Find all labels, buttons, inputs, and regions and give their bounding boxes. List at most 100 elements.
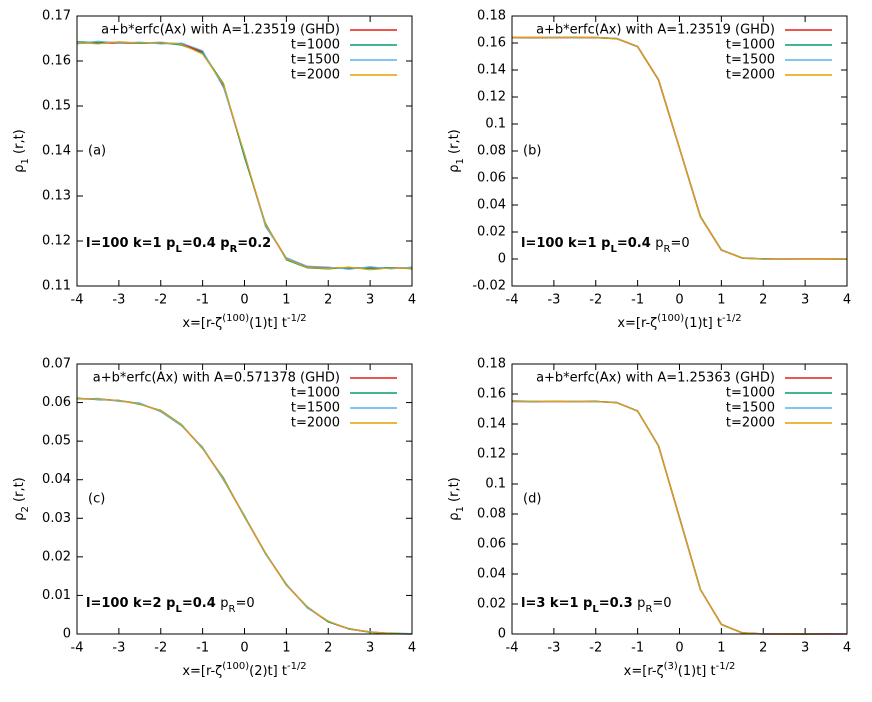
x-tick-label: 2 [759,293,767,308]
annotation-run: l=100 k=1 p [86,235,175,250]
annotation-run: R [645,603,652,614]
x-axis-label-run: (100) [657,313,684,324]
plot-border [76,15,413,287]
x-axis-label: x=[r-ζ(100)(1)t] t-1/2 [617,313,741,331]
legend-label: t=2000 [726,68,775,83]
legend-label: a+b*erfc(Ax) with A=1.23519 (GHD) [536,23,775,38]
legend-label: t=2000 [291,68,340,83]
x-tick-label: -4 [506,293,519,308]
x-tick-label: -2 [154,293,167,308]
x-axis-label-run: x=[r-ζ [182,316,222,331]
x-tick-label: 4 [408,641,416,656]
plot-border [511,363,848,635]
y-axis-label: ρ1 (r,t) [447,129,466,173]
annotation-run: L [175,243,182,254]
y-tick-label: 0.04 [477,198,506,213]
x-tick-label: -3 [547,641,560,656]
annotation-run: =0.3 [599,595,637,610]
y-axis-label-run: 1 [455,158,466,164]
y-tick-label: 0.14 [42,144,71,159]
x-tick-label: -4 [506,641,519,656]
y-tick-label: 0.12 [42,234,71,249]
x-axis-label: x=[r-ζ(100)(2)t] t-1/2 [182,661,306,679]
legend-label: a+b*erfc(Ax) with A=1.23519 (GHD) [101,23,340,38]
y-axis-label-run: ρ [12,164,27,172]
legend-label: t=1000 [291,38,340,53]
legend-label: t=2000 [291,416,340,431]
annotation-run: =0.4 [617,235,655,250]
x-axis-label-run: (1)t] t [249,316,287,331]
x-tick-label: 0 [240,293,248,308]
y-tick-label: 0.14 [477,417,506,432]
legend-label: t=1000 [291,386,340,401]
annotation-run: R [230,243,238,254]
x-tick-label: 4 [408,293,416,308]
y-tick-label: 0.02 [477,597,506,612]
plot-border [511,15,848,287]
y-tick-label: 0.13 [42,189,71,204]
legend-label: t=1500 [726,53,775,68]
y-axis-label-run: 2 [20,506,31,512]
x-tick-label: -2 [589,293,602,308]
series-line [76,397,413,635]
x-axis-label-run: -1/2 [287,661,307,672]
annotation-run: =0.4 p [182,235,230,250]
x-tick-label: -1 [196,293,209,308]
annotation-run: l=100 k=2 p [86,595,175,610]
y-axis-label-run: (r,t) [12,477,27,506]
x-axis-label-run: (1)t] t [684,316,722,331]
x-axis-label-run: -1/2 [287,313,307,324]
y-axis-label-run: (r,t) [447,129,462,158]
y-tick-label: 0.12 [477,447,506,462]
x-tick-label: 2 [324,641,332,656]
y-tick-label: 0.01 [42,588,71,603]
x-tick-label: -1 [631,293,644,308]
y-tick-label: 0.14 [477,63,506,78]
x-tick-label: 2 [759,641,767,656]
x-axis-label-run: -1/2 [722,313,742,324]
y-tick-label: 0.02 [42,549,71,564]
y-tick-label: 0.1 [485,117,506,132]
x-tick-label: 4 [843,293,851,308]
y-tick-label: 0 [63,627,71,642]
x-axis-label-run: (100) [222,661,249,672]
x-tick-label: 3 [801,641,809,656]
x-tick-label: 1 [282,641,290,656]
y-axis-label: ρ2 (r,t) [12,477,31,521]
annotation: l=100 k=1 pL=0.4 pR=0.2 [86,235,271,254]
annotation-run: p [220,595,228,610]
y-tick-label: 0.05 [42,434,71,449]
y-tick-label: 0.04 [42,472,71,487]
legend-label: t=1000 [726,38,775,53]
legend-label: t=2000 [726,416,775,431]
x-axis-label-run: -1/2 [716,661,736,672]
y-tick-label: 0.06 [477,171,506,186]
y-tick-label: 0.18 [477,9,506,24]
y-axis-label: ρ1 (r,t) [12,129,31,173]
annotation-run: =0 [652,595,671,610]
x-tick-label: -2 [589,641,602,656]
y-tick-label: 0.18 [477,357,506,372]
y-tick-label: 0.06 [477,537,506,552]
legend-label: a+b*erfc(Ax) with A=1.25363 (GHD) [536,371,775,386]
series-line [511,36,848,260]
x-tick-label: -4 [71,641,84,656]
legend-label: t=1000 [726,386,775,401]
y-tick-label: 0.08 [477,144,506,159]
legend-label: t=1500 [726,401,775,416]
legend-label: a+b*erfc(Ax) with A=0.571378 (GHD) [93,371,340,386]
y-axis-label-run: ρ [447,164,462,172]
panel-label: (d) [523,492,541,507]
y-tick-label: 0.08 [477,507,506,522]
annotation-run: p [655,235,663,250]
x-tick-label: 4 [843,641,851,656]
x-axis-label: x=[r-ζ(100)(1)t] t-1/2 [182,313,306,331]
y-tick-label: 0.16 [42,54,71,69]
x-axis-label-run: x=[r-ζ [624,664,664,679]
x-axis-label-run: x=[r-ζ [617,316,657,331]
x-axis-label-run: x=[r-ζ [182,664,222,679]
annotation-run: R [229,603,236,614]
annotation-run: =0 [670,235,689,250]
x-axis-label-run: (3) [664,661,678,672]
